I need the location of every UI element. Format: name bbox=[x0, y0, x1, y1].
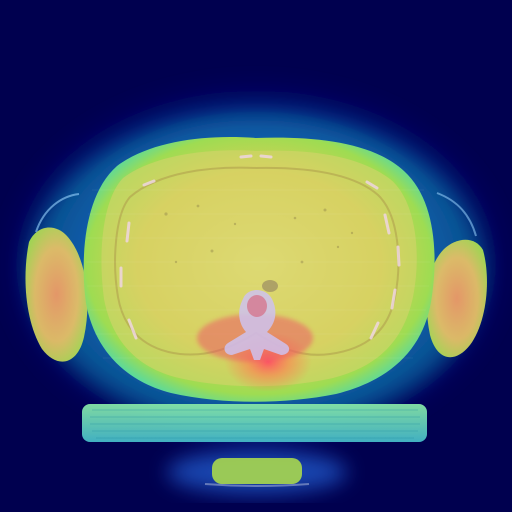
ct-table bbox=[82, 404, 427, 442]
left-arm bbox=[25, 193, 88, 362]
thorax-body bbox=[83, 136, 435, 402]
table-support bbox=[167, 450, 347, 494]
spine-vertebra bbox=[224, 280, 290, 360]
right-arm bbox=[426, 192, 487, 358]
